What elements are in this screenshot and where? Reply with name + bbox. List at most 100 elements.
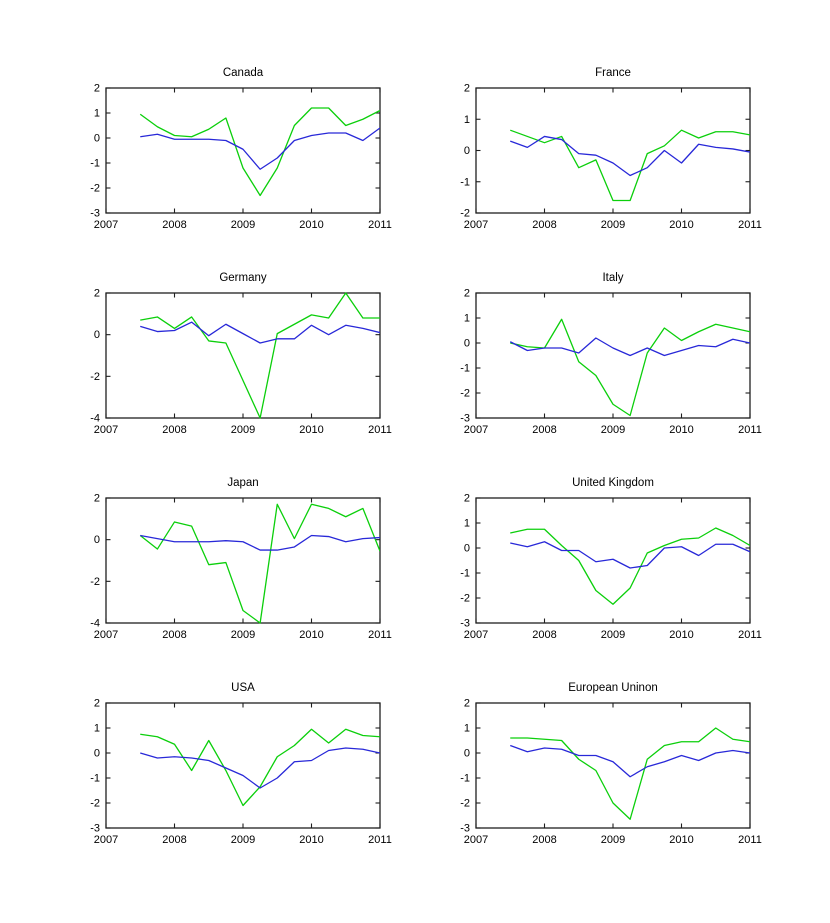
green-series-germany: [140, 292, 380, 419]
x-tick-label: 2007: [94, 629, 118, 641]
y-tick-label: 2: [94, 288, 100, 300]
x-tick-label: 2010: [299, 834, 323, 846]
chart-title-germany: Germany: [219, 272, 267, 284]
axis-box: [475, 702, 751, 829]
y-tick-label: 0: [94, 133, 100, 145]
y-tick-label: 0: [94, 748, 100, 760]
x-tick-label: 2007: [94, 834, 118, 846]
x-tick-label: 2008: [532, 424, 556, 436]
y-tick-label: 2: [94, 493, 100, 505]
x-tick-label: 2007: [464, 629, 488, 641]
x-tick-label: 2008: [532, 629, 556, 641]
chart-svg-italy: Italy 2007 2008 2009 2010 2011 -3 -2 -1 0 1 2: [460, 272, 762, 436]
subplot-france: France 2007 2008 2009 2010 2011 -2 -1 0 1 2: [440, 55, 770, 235]
y-tick-label: -1: [460, 773, 470, 785]
y-tick-label: -2: [460, 593, 470, 605]
x-tick-label: 2010: [669, 424, 693, 436]
x-tick-label: 2009: [231, 219, 255, 231]
y-tick-label: -2: [90, 576, 100, 588]
subplot-canada: Canada 2007 2008 2009 2010 2011 -3 -2 -1 0 1 2: [70, 55, 400, 235]
y-tick-label: 2: [464, 493, 470, 505]
x-tick-label: 2007: [464, 424, 488, 436]
x-tick-label: 2008: [162, 219, 186, 231]
y-tick-label: -3: [460, 618, 470, 630]
subplot-usa: USA 2007 2008 2009 2010 2011 -3 -2 -1 0 1 2: [70, 670, 400, 850]
x-tick-label: 2010: [669, 629, 693, 641]
axis-box: [105, 292, 381, 419]
x-tick-label: 2009: [231, 424, 255, 436]
y-tick-label: 2: [464, 288, 470, 300]
blue-series-france: [510, 135, 750, 177]
y-tick-label: 1: [94, 723, 100, 735]
x-tick-label: 2011: [368, 219, 392, 231]
chart-svg-united-kingdom: United Kingdom 2007 2008 2009 2010 2011 -3 -2 -1…: [460, 477, 762, 641]
y-tick-label: -1: [460, 176, 470, 188]
subplot-germany: Germany 2007 2008 2009 2010 2011 -4 -2 0 2: [70, 260, 400, 440]
y-tick-label: 0: [464, 543, 470, 555]
x-tick-label: 2010: [299, 424, 323, 436]
x-tick-label: 2009: [231, 834, 255, 846]
x-tick-label: 2011: [738, 834, 762, 846]
x-tick-label: 2008: [532, 219, 556, 231]
blue-series-united-kingdom: [510, 541, 750, 569]
chart-svg-european-uninon: European Uninon 2007 2008 2009 2010 2011 -3 -2 -…: [460, 682, 762, 846]
blue-series-canada: [140, 127, 380, 170]
blue-series-japan: [140, 534, 380, 551]
axis-box: [475, 292, 751, 419]
x-tick-label: 2009: [601, 424, 625, 436]
y-tick-label: -4: [90, 618, 100, 630]
y-tick-label: -2: [90, 798, 100, 810]
chart-svg-canada: Canada 2007 2008 2009 2010 2011 -3 -2 -1 0 1 2: [90, 67, 392, 231]
subplot-united-kingdom: United Kingdom 2007 2008 2009 2010 2011 -3 -2 -1…: [440, 465, 770, 645]
blue-series-usa: [140, 747, 380, 789]
x-tick-label: 2007: [94, 424, 118, 436]
y-tick-label: -1: [90, 158, 100, 170]
y-tick-label: -3: [90, 823, 100, 835]
x-tick-label: 2007: [94, 219, 118, 231]
y-tick-label: -4: [90, 413, 100, 425]
x-tick-label: 2010: [299, 219, 323, 231]
x-tick-label: 2009: [231, 629, 255, 641]
x-tick-label: 2011: [368, 424, 392, 436]
chart-title-usa: USA: [231, 682, 255, 694]
y-tick-label: 1: [464, 114, 470, 126]
y-tick-label: 0: [94, 534, 100, 546]
y-tick-label: -3: [460, 413, 470, 425]
y-tick-label: -2: [460, 208, 470, 220]
chart-title-united-kingdom: United Kingdom: [572, 477, 654, 489]
green-series-united-kingdom: [510, 527, 750, 605]
chart-title-european-uninon: European Uninon: [568, 682, 658, 694]
y-tick-label: 1: [94, 108, 100, 120]
y-tick-label: 2: [94, 698, 100, 710]
y-tick-label: 0: [464, 748, 470, 760]
y-tick-label: -1: [460, 363, 470, 375]
subplot-european-uninon: European Uninon 2007 2008 2009 2010 2011 -3 -2 -…: [440, 670, 770, 850]
x-tick-label: 2007: [464, 219, 488, 231]
x-tick-label: 2008: [532, 834, 556, 846]
y-tick-label: -1: [460, 568, 470, 580]
y-tick-label: -2: [460, 798, 470, 810]
x-tick-label: 2011: [368, 834, 392, 846]
x-tick-label: 2010: [299, 629, 323, 641]
y-tick-label: 1: [464, 518, 470, 530]
green-series-france: [510, 129, 750, 202]
x-tick-label: 2009: [601, 834, 625, 846]
chart-title-canada: Canada: [223, 67, 264, 79]
y-tick-label: -1: [90, 773, 100, 785]
x-tick-label: 2010: [669, 834, 693, 846]
x-tick-label: 2008: [162, 629, 186, 641]
axis-box: [105, 87, 381, 214]
green-series-japan: [139, 503, 380, 624]
axis-box: [105, 497, 381, 624]
x-tick-label: 2010: [669, 219, 693, 231]
x-tick-label: 2011: [738, 629, 762, 641]
blue-series-italy: [509, 337, 750, 357]
y-tick-label: -2: [90, 183, 100, 195]
y-tick-label: -2: [460, 388, 470, 400]
x-tick-label: 2011: [738, 424, 762, 436]
y-tick-label: 1: [464, 723, 470, 735]
x-tick-label: 2007: [464, 834, 488, 846]
y-tick-label: -2: [90, 371, 100, 383]
x-tick-label: 2009: [601, 219, 625, 231]
chart-svg-japan: Japan 2007 2008 2009 2010 2011 -4 -2 0 2: [90, 477, 392, 641]
